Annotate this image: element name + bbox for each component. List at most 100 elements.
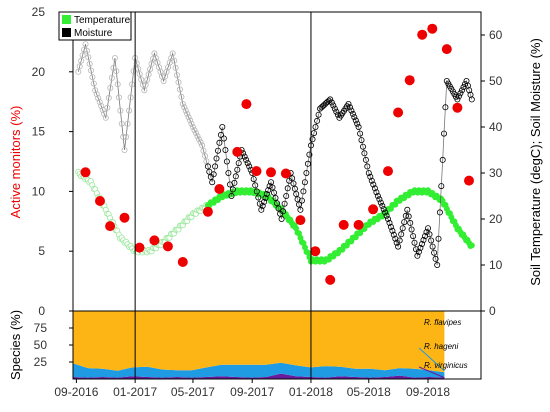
species-labels: R. flavipes R. hageni R. virginicus — [418, 317, 468, 379]
moisture-point — [373, 189, 380, 196]
moisture-point — [357, 130, 364, 137]
moisture-point — [116, 94, 123, 101]
moisture-point — [442, 104, 449, 111]
moisture-point — [376, 196, 383, 203]
species-leader-line — [418, 366, 445, 379]
moisture-point — [434, 261, 441, 268]
moisture-point — [89, 74, 96, 81]
moisture-point — [113, 68, 120, 75]
species-label: R. flavipes — [424, 318, 461, 327]
moisture-point — [270, 189, 277, 196]
moisture-point — [176, 86, 183, 93]
moisture-point — [219, 124, 226, 131]
moisture-point — [181, 104, 188, 111]
active-monitor-point — [214, 184, 225, 194]
species-label: R. virginicus — [424, 361, 468, 370]
moisture-point — [345, 101, 352, 108]
right-tick-label: 30 — [489, 166, 503, 180]
species-tick-label: 25 — [34, 355, 48, 369]
moisture-point — [454, 96, 461, 103]
moisture-point — [79, 52, 86, 59]
moisture-point — [188, 120, 195, 127]
moisture-point — [118, 120, 125, 127]
active-monitor-point — [232, 146, 243, 157]
moisture-point — [368, 177, 375, 184]
moisture-point — [290, 180, 297, 187]
moisture-point — [108, 74, 115, 81]
moisture-point — [461, 81, 468, 88]
left-tick-label: 20 — [32, 65, 46, 79]
moisture-point — [92, 87, 99, 94]
moisture-point — [399, 225, 406, 232]
moisture-point — [301, 179, 308, 186]
legend-swatch-moisture — [62, 28, 71, 37]
moisture-point — [85, 54, 92, 61]
moisture-point — [228, 192, 235, 199]
x-tick-label: 01-2017 — [113, 385, 157, 399]
moisture-point — [382, 209, 389, 216]
active-monitor-point — [310, 246, 321, 257]
moisture-point — [121, 146, 128, 153]
moisture-point — [426, 231, 433, 238]
moisture-point — [263, 190, 270, 197]
active-monitor-point — [295, 215, 306, 226]
moisture-point — [398, 231, 405, 238]
legend-label-moisture: Moisture — [74, 28, 113, 39]
active-monitor-point — [149, 235, 160, 246]
moisture-point — [250, 176, 257, 183]
moisture-point — [90, 80, 97, 87]
moisture-point — [231, 179, 238, 186]
left-tick-label: 15 — [32, 125, 46, 139]
active-monitor-point — [353, 219, 364, 230]
moisture-point — [98, 103, 105, 110]
moisture-point — [278, 215, 285, 222]
moisture-point — [142, 81, 149, 88]
moisture-point — [194, 133, 201, 140]
moisture-point — [314, 117, 321, 124]
left-tick-label: 0 — [38, 304, 45, 318]
right-tick-label: 0 — [489, 304, 496, 318]
lower-panel: 25 50 75 09-2016 01-2017 05-2017 09-2017 01-20… — [8, 310, 482, 399]
moisture-point — [191, 127, 198, 134]
moisture-point — [138, 76, 145, 83]
moisture-series — [75, 41, 475, 268]
right-tick-label: 60 — [489, 28, 503, 42]
species-areas — [73, 311, 445, 379]
moisture-point — [387, 223, 394, 230]
active-monitor-point — [383, 166, 393, 177]
moisture-point — [246, 163, 253, 170]
moisture-point — [259, 202, 266, 209]
moisture-point — [265, 187, 272, 194]
moisture-point — [255, 194, 262, 201]
moisture-point — [383, 212, 390, 219]
moisture-point — [111, 55, 118, 62]
moisture-point — [315, 111, 322, 118]
moisture-point — [401, 219, 408, 226]
moisture-point — [362, 156, 369, 163]
moisture-point — [364, 163, 371, 170]
moisture-point — [379, 202, 386, 209]
moisture-point — [435, 235, 442, 242]
moisture-point — [280, 208, 287, 215]
moisture-point — [253, 188, 260, 195]
moisture-point — [374, 192, 381, 199]
moisture-point — [172, 64, 179, 71]
moisture-point — [243, 156, 250, 163]
moisture-point — [212, 163, 219, 170]
moisture-point — [120, 133, 127, 140]
moisture-point — [258, 206, 265, 213]
moisture-point — [431, 249, 438, 256]
moisture-point — [105, 94, 112, 101]
active-monitor-point — [280, 168, 291, 179]
active-monitor-point — [368, 204, 379, 215]
moisture-point — [185, 114, 192, 121]
active-monitor-point — [464, 175, 474, 186]
moisture-point — [325, 97, 332, 104]
moisture-point — [241, 153, 248, 160]
moisture-point — [139, 81, 146, 88]
active-monitor-point — [338, 219, 349, 230]
x-tick-label: 09-2016 — [54, 385, 98, 399]
moisture-point — [281, 200, 288, 207]
moisture-point — [458, 87, 465, 94]
moisture-point — [405, 213, 412, 220]
